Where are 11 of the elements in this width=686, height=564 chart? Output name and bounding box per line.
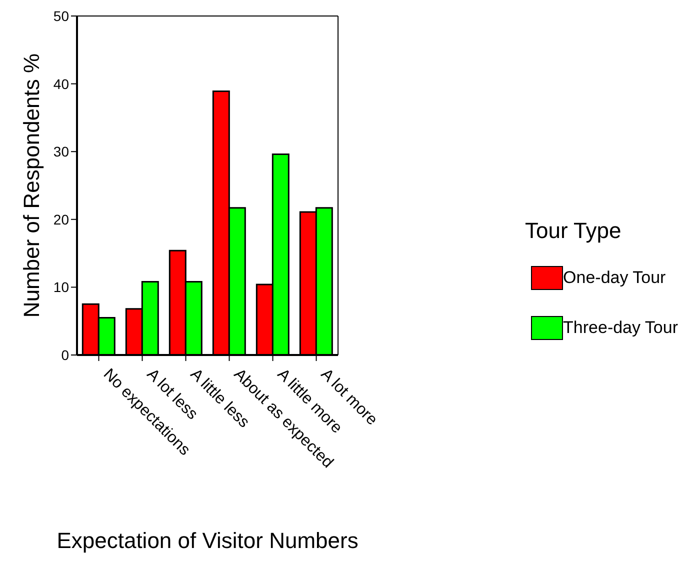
legend-title: Tour Type: [525, 218, 622, 244]
y-axis-title: Number of Respondents %: [18, 53, 44, 318]
y-tick-label: 20: [53, 211, 70, 228]
x-axis-title: Expectation of Visitor Numbers: [56, 528, 358, 553]
y-tick-label: 40: [53, 76, 70, 92]
y-tick-label: 50: [53, 8, 70, 24]
legend-label: One-day Tour: [563, 268, 666, 288]
y-tick-label: 10: [53, 279, 70, 296]
y-tick-label: 30: [53, 144, 70, 160]
legend-label: Three-day Tour: [563, 318, 678, 338]
y-tick-label: 0: [61, 346, 70, 363]
